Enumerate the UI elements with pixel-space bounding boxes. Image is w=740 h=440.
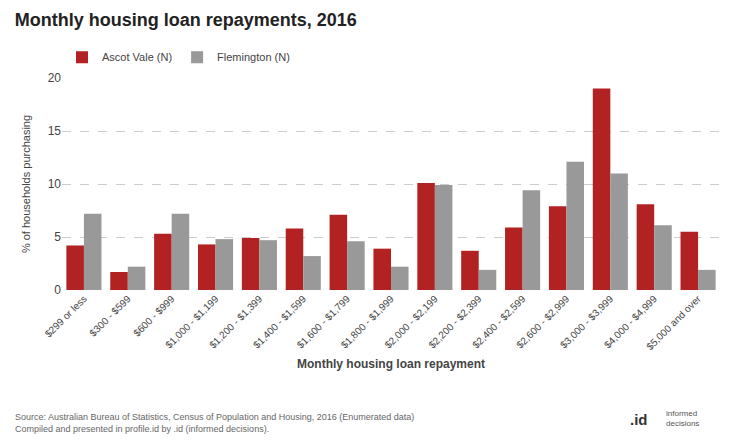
svg-text:$1,400 - $1,599: $1,400 - $1,599 (251, 293, 309, 351)
svg-text:informeddecisions: informeddecisions (666, 409, 699, 428)
svg-text:$2,400 - $2,599: $2,400 - $2,599 (470, 293, 528, 351)
svg-text:$1,800 - $1,999: $1,800 - $1,999 (339, 293, 397, 351)
svg-text:$3,000 - $3,999: $3,000 - $3,999 (558, 293, 616, 351)
svg-text:$300 - $599: $300 - $599 (87, 293, 133, 339)
svg-text:$4,000 - $4,999: $4,000 - $4,999 (602, 293, 660, 351)
svg-text:$1,200 - $1,399: $1,200 - $1,399 (207, 293, 265, 351)
svg-text:Flemington (N): Flemington (N) (217, 51, 290, 63)
svg-text:.id: .id (630, 411, 648, 428)
svg-text:$600 - $999: $600 - $999 (131, 293, 177, 339)
svg-text:Ascot Vale (N): Ascot Vale (N) (102, 51, 172, 63)
svg-text:15: 15 (48, 124, 62, 138)
svg-text:20: 20 (48, 71, 62, 85)
svg-text:5: 5 (54, 230, 61, 244)
svg-text:$5,000 and over: $5,000 and over (644, 293, 703, 352)
svg-text:Source: Australian Bureau of S: Source: Australian Bureau of Statistics,… (15, 412, 414, 434)
svg-text:10: 10 (48, 177, 62, 191)
svg-text:$2,000 - $2,199: $2,000 - $2,199 (382, 293, 440, 351)
svg-text:% of households purchasing: % of households purchasing (20, 115, 32, 253)
svg-text:0: 0 (54, 283, 61, 297)
svg-text:Monthly housing loan repayment: Monthly housing loan repayment (297, 357, 485, 371)
svg-text:$1,600 - $1,799: $1,600 - $1,799 (295, 293, 353, 351)
svg-text:$1,000 - $1,199: $1,000 - $1,199 (163, 293, 221, 351)
svg-text:$2,600 - $2,999: $2,600 - $2,999 (514, 293, 572, 351)
svg-text:$2,200 - $2,399: $2,200 - $2,399 (426, 293, 484, 351)
svg-text:Monthly housing loan repayment: Monthly housing loan repayments, 2016 (15, 10, 357, 30)
svg-text:$299 or less: $299 or less (43, 293, 89, 339)
